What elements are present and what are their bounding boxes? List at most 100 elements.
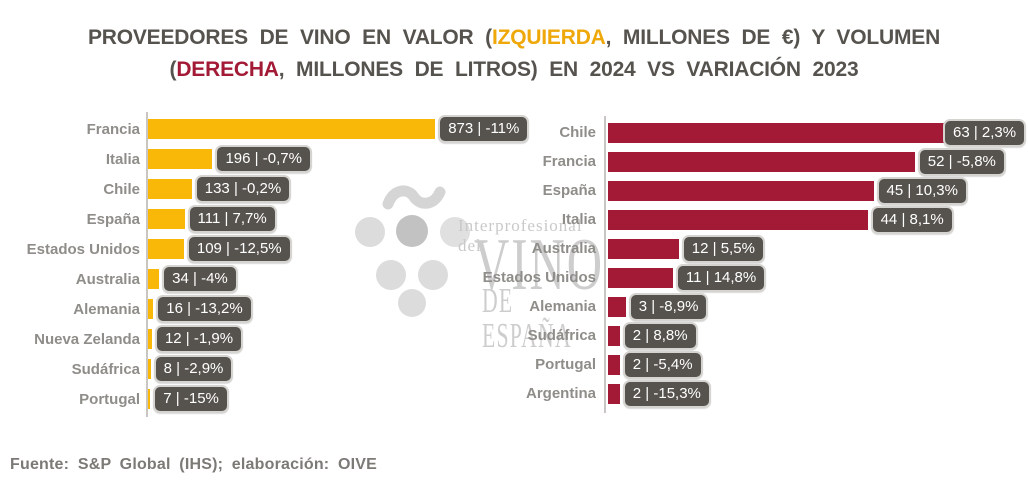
value-badge: 16 | -13,2% — [156, 295, 253, 323]
bar-area: 11 | 14,8% — [608, 263, 1028, 292]
chart-row: Nueva Zelanda 12 | -1,9% — [0, 324, 558, 354]
data-bar — [608, 354, 620, 375]
value-badge: 2 | -5,4% — [622, 350, 703, 379]
bar-area: 12 | 5,5% — [608, 234, 1028, 263]
data-bar — [148, 389, 151, 409]
title-text: , MILLONES DE LITROS) EN 2024 VS VARIACI… — [278, 58, 859, 81]
data-bar — [148, 149, 213, 169]
category-label: Sudáfrica — [71, 360, 140, 378]
category-label: Australia — [531, 240, 596, 257]
bar-area: 3 | -8,9% — [608, 292, 1028, 321]
bar-area: 111 | 7,7% — [148, 204, 558, 234]
category-label: Estados Unidos — [482, 269, 596, 286]
value-badge: 8 | -2,9% — [153, 355, 234, 383]
bar-area: 52 | -5,8% — [608, 147, 1028, 176]
data-bar — [608, 383, 620, 404]
data-bar — [608, 122, 980, 143]
page-title-line1: PROVEEDORES DE VINO EN VALOR (IZQUIERDA,… — [0, 26, 1028, 50]
data-bar — [148, 269, 160, 289]
category-label: Italia — [561, 211, 596, 228]
data-bar — [608, 209, 868, 230]
value-badge: 111 | 7,7% — [187, 205, 277, 233]
chart-row: Alemania 3 | -8,9% — [462, 292, 1028, 321]
bar-area: 63 | 2,3% — [608, 118, 1028, 147]
chart-row: Italia 196 | -0,7% — [0, 144, 558, 174]
category-label: Alemania — [529, 298, 596, 315]
bar-area: 45 | 10,3% — [608, 176, 1028, 205]
chart-row: Alemania 16 | -13,2% — [0, 294, 558, 324]
bar-area: 12 | -1,9% — [148, 324, 558, 354]
right-chart-axis — [604, 116, 606, 413]
category-label: Sudáfrica — [527, 327, 596, 344]
left-chart-axis — [146, 112, 148, 417]
chart-row: Estados Unidos 11 | 14,8% — [462, 263, 1028, 292]
category-label: Portugal — [79, 390, 140, 408]
chart-row: España 111 | 7,7% — [0, 204, 558, 234]
value-badge: 7 | -15% — [153, 385, 229, 413]
watermark-text-de-espana: DE ESPAÑA — [482, 281, 572, 355]
page-title-line2: (DERECHA, MILLONES DE LITROS) EN 2024 VS… — [0, 58, 1028, 82]
category-label: España — [542, 182, 596, 199]
chart-row: España 45 | 10,3% — [462, 176, 1028, 205]
chart-row: Portugal 2 | -5,4% — [462, 350, 1028, 379]
data-bar — [148, 179, 192, 199]
value-badge: 12 | 5,5% — [681, 234, 765, 263]
bar-area: 2 | -15,3% — [608, 379, 1028, 408]
value-badge: 2 | -15,3% — [622, 379, 711, 408]
data-bar — [608, 151, 915, 172]
data-bar — [608, 238, 679, 259]
data-bar — [608, 180, 874, 201]
category-label: Nueva Zelanda — [34, 330, 140, 348]
value-badge: 133 | -0,2% — [194, 175, 292, 203]
chart-row: Francia 873 | -11% — [0, 114, 558, 144]
category-label: Alemania — [73, 300, 140, 318]
bar-area: 16 | -13,2% — [148, 294, 558, 324]
value-badge: 11 | 14,8% — [675, 263, 767, 292]
category-label: Chile — [559, 124, 596, 141]
title-accent-word: IZQUIERDA — [491, 26, 606, 49]
chart-row: Australia 12 | 5,5% — [462, 234, 1028, 263]
value-badge: 2 | 8,8% — [622, 321, 698, 350]
bar-area: 44 | 8,1% — [608, 205, 1028, 234]
source-note: Fuente: S&P Global (IHS); elaboración: O… — [10, 456, 378, 473]
category-label: Argentina — [525, 385, 596, 402]
title-text: PROVEEDORES DE VINO EN VALOR ( — [87, 26, 492, 49]
value-badge: 34 | -4% — [162, 265, 238, 293]
data-bar — [148, 299, 154, 319]
bar-area: 196 | -0,7% — [148, 144, 558, 174]
value-badge: 12 | -1,9% — [154, 325, 244, 353]
chart-row: Italia 44 | 8,1% — [462, 205, 1028, 234]
chart-row: Sudáfrica 2 | 8,8% — [462, 321, 1028, 350]
category-label: España — [86, 210, 140, 228]
category-label: Francia — [86, 120, 140, 138]
bar-area: 8 | -2,9% — [148, 354, 558, 384]
bar-area: 2 | -5,4% — [608, 350, 1028, 379]
bar-area: 34 | -4% — [148, 264, 558, 294]
data-bar — [148, 359, 151, 379]
bar-area: 133 | -0,2% — [148, 174, 558, 204]
title-text: , MILLONES DE €) Y VOLUMEN — [605, 26, 941, 49]
title-accent-word: DERECHA — [176, 58, 279, 81]
chart-row: Argentina 2 | -15,3% — [462, 379, 1028, 408]
value-badge: 3 | -8,9% — [628, 292, 709, 321]
bar-area: 7 | -15% — [148, 384, 558, 414]
chart-row: Francia 52 | -5,8% — [462, 147, 1028, 176]
category-label: Francia — [542, 153, 596, 170]
value-badge: 52 | -5,8% — [917, 147, 1006, 176]
data-bar — [148, 239, 184, 259]
watermark-text-vino: VINO — [474, 224, 604, 306]
data-bar — [608, 267, 673, 288]
category-label: Australia — [75, 270, 140, 288]
grape-bunch-icon — [355, 185, 470, 317]
value-badge: 873 | -11% — [438, 115, 530, 143]
value-badge: 196 | -0,7% — [215, 145, 312, 173]
value-badge: 63 | 2,3% — [943, 118, 1027, 147]
value-badge: 44 | 8,1% — [870, 205, 954, 234]
data-bar — [608, 296, 626, 317]
data-bar — [608, 325, 620, 346]
category-label: Estados Unidos — [26, 240, 140, 258]
chart-row: Chile 133 | -0,2% — [0, 174, 558, 204]
chart-row: Portugal 7 | -15% — [0, 384, 558, 414]
bar-area: 2 | 8,8% — [608, 321, 1028, 350]
